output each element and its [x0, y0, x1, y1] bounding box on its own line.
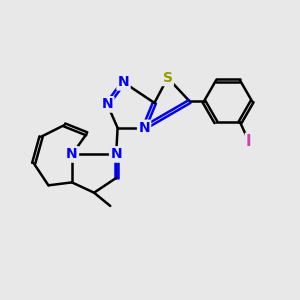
- Text: N: N: [118, 75, 129, 89]
- Text: N: N: [138, 121, 150, 135]
- Text: N: N: [66, 147, 78, 161]
- Text: I: I: [246, 134, 252, 149]
- Text: S: S: [163, 71, 173, 85]
- Text: N: N: [101, 98, 113, 111]
- Text: N: N: [110, 147, 122, 161]
